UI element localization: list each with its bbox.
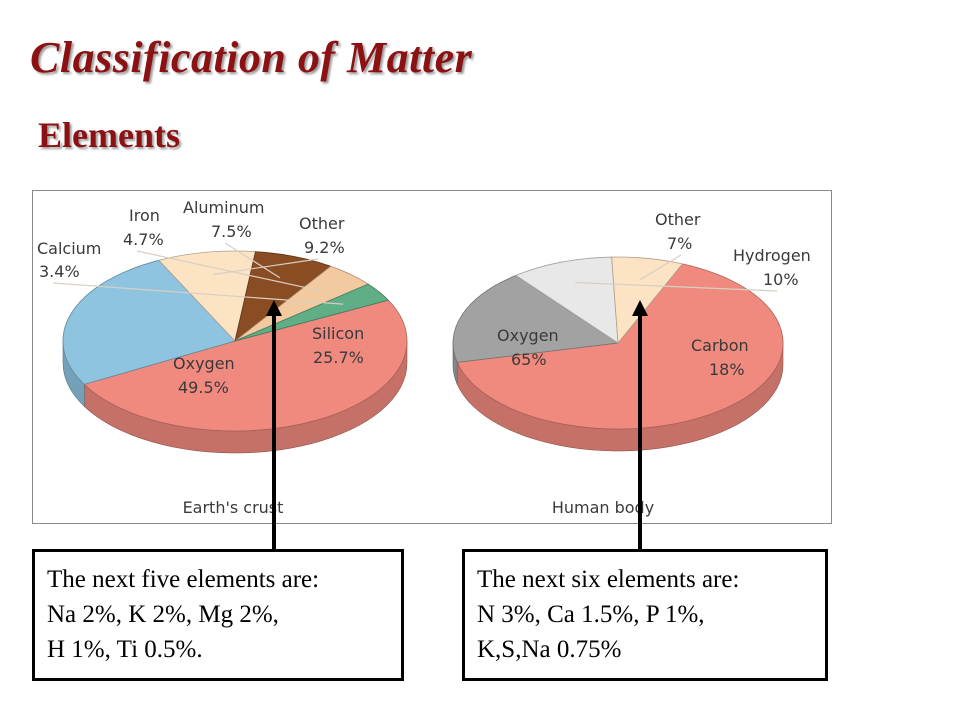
earth-crust-pie: Oxygen 49.5% Silicon 25.7% Other 9.2% Aluminum… [37,198,408,517]
pie-slice-other [611,256,684,345]
slice-value-carbon: 18% [709,360,745,379]
note-line: Na 2%, K 2%, Mg 2%, [47,601,279,628]
human-body-pie: Oxygen 65% Carbon 18% Hydrogen 10% Other 7% Huma… [452,210,811,517]
slice-value-other: 7% [667,234,692,253]
slice-name-silicon: Silicon [312,324,364,343]
crust-next-elements-note: The next five elements are: Na 2%, K 2%,… [32,549,404,681]
pie-caption: Human body [552,498,654,517]
body-other-arrow [632,300,648,552]
slice-name-hydrogen: Hydrogen [733,246,811,265]
slice-value-silicon: 25.7% [313,348,364,367]
pie-slice-other [158,250,256,342]
note-line: The next six elements are: [477,566,740,593]
pie-slice-hydrogen [515,256,619,344]
pie-slice-oxygen [456,263,784,430]
body-next-elements-note: The next six elements are: N 3%, Ca 1.5%… [462,549,828,681]
slice-name-carbon: Carbon [691,336,749,355]
slice-name-oxygen: Oxygen [497,326,559,345]
leader-line-calcium [52,282,344,305]
slice-name-oxygen: Oxygen [173,354,235,373]
slice-value-oxygen: 49.5% [178,378,229,397]
slice-name-calcium: Calcium [37,239,101,258]
leader-line-other [640,254,682,281]
slice-value-oxygen: 65% [511,350,547,369]
slice-value-aluminum: 7.5% [211,222,252,241]
slide-subtitle: Elements [38,115,180,155]
pie-slice-oxygen [83,299,408,432]
leader-line-aluminum [224,242,281,279]
slice-value-calcium: 3.4% [39,262,80,281]
slice-name-aluminum: Aluminum [183,198,264,217]
slice-value-hydrogen: 10% [763,270,799,289]
note-line: N 3%, Ca 1.5%, P 1%, [477,601,705,628]
pie-charts-svg: Oxygen 49.5% Silicon 25.7% Other 9.2% Aluminum… [37,198,811,517]
slice-value-iron: 4.7% [123,230,164,249]
slice-name-other: Other [299,214,345,233]
note-line: The next five elements are: [47,566,320,593]
pie-charts-figure: Oxygen 49.5% Silicon 25.7% Other 9.2% Aluminum… [32,190,832,524]
slice-name-other: Other [655,210,701,229]
note-line: H 1%, Ti 0.5%. [47,636,203,663]
slice-name-iron: Iron [129,206,160,225]
note-line: K,S,Na 0.75% [477,636,622,663]
crust-other-arrow [266,300,282,552]
slice-value-other: 9.2% [304,238,345,257]
leader-line-iron [136,250,322,292]
pie-caption: Earth's crust [183,498,284,517]
slide-title: Classification of Matter [30,33,473,82]
leader-line-hydrogen [575,281,778,292]
pie-slice-carbon [452,274,620,363]
pie-slice-silicon [62,259,236,385]
